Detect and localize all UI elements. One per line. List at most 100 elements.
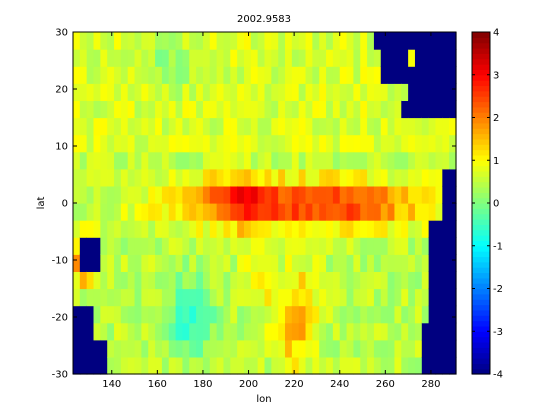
heatmap-cell xyxy=(264,32,272,50)
heatmap-cell xyxy=(114,185,122,204)
heatmap-cell xyxy=(401,185,409,204)
heatmap-cell xyxy=(127,151,136,170)
heatmap-cell xyxy=(93,288,101,307)
heatmap-cell xyxy=(237,288,245,307)
heatmap-cell xyxy=(114,271,122,290)
heatmap-cell xyxy=(271,49,279,67)
heatmap-cell xyxy=(449,151,457,170)
heatmap-cell xyxy=(271,271,279,290)
heatmap-cell xyxy=(257,134,266,153)
heatmap-cell xyxy=(312,254,320,272)
colorbar-step xyxy=(472,267,490,274)
heatmap-cell xyxy=(278,151,286,170)
heatmap-cell xyxy=(298,254,307,272)
heatmap-cell xyxy=(421,134,430,153)
heatmap-cell xyxy=(414,168,423,187)
heatmap-cell xyxy=(161,168,170,187)
heatmap-cell xyxy=(319,305,327,324)
heatmap-cell xyxy=(175,288,184,307)
heatmap-cell xyxy=(182,237,190,255)
heatmap-cell xyxy=(339,220,348,238)
heatmap-cell xyxy=(257,271,266,290)
heatmap-cell xyxy=(332,237,341,255)
heatmap-cell xyxy=(161,100,170,119)
heatmap-cell xyxy=(312,151,320,170)
heatmap-cell xyxy=(100,271,108,290)
heatmap-cell xyxy=(360,151,368,170)
heatmap-cell xyxy=(291,203,300,221)
heatmap-cell xyxy=(93,168,101,187)
heatmap-cell xyxy=(107,237,115,255)
heatmap-cell xyxy=(114,339,122,358)
heatmap-cell xyxy=(120,254,129,272)
heatmap-cell xyxy=(243,100,252,119)
heatmap-cell xyxy=(161,32,170,50)
heatmap-cell xyxy=(189,185,197,204)
heatmap-cell xyxy=(161,288,170,307)
heatmap-cell xyxy=(319,83,327,101)
heatmap-cell xyxy=(278,168,286,187)
colorbar-step xyxy=(472,331,490,338)
heatmap-cell xyxy=(79,100,88,119)
heatmap-cell xyxy=(196,185,204,204)
heatmap-cell xyxy=(230,288,238,307)
colorbar-step xyxy=(472,149,490,156)
x-tick-label: 140 xyxy=(102,379,121,390)
heatmap-cell xyxy=(216,322,225,341)
heatmap-cell xyxy=(312,134,320,153)
heatmap-cell xyxy=(73,288,81,307)
heatmap-cell xyxy=(435,288,443,307)
heatmap-cell xyxy=(428,83,437,101)
heatmap-cell xyxy=(408,288,416,307)
heatmap-cell xyxy=(230,151,238,170)
heatmap-cell xyxy=(141,237,149,255)
heatmap-cell xyxy=(442,32,450,50)
heatmap-cell xyxy=(161,134,170,153)
heatmap-cell xyxy=(264,237,272,255)
heatmap-cell xyxy=(428,271,437,290)
heatmap-cell xyxy=(182,100,190,119)
heatmap-cell xyxy=(257,254,266,272)
heatmap-cell xyxy=(380,66,389,84)
heatmap-cell xyxy=(414,339,423,358)
heatmap-cell xyxy=(86,134,95,153)
heatmap-cell xyxy=(73,168,81,187)
heatmap-cell xyxy=(401,322,409,341)
heatmap-cell xyxy=(367,32,375,50)
heatmap-cell xyxy=(360,32,368,50)
heatmap-cell xyxy=(428,288,437,307)
heatmap-cell xyxy=(353,100,361,119)
heatmap-cell xyxy=(278,32,286,50)
heatmap-cell xyxy=(120,220,129,238)
heatmap-cell xyxy=(257,168,266,187)
heatmap-cell xyxy=(387,32,396,50)
heatmap-cell xyxy=(134,288,142,307)
colorbar-step xyxy=(472,128,490,135)
heatmap-cell xyxy=(373,66,382,84)
colorbar-step xyxy=(472,37,490,44)
heatmap-cell xyxy=(312,322,320,341)
heatmap-cell xyxy=(264,339,272,358)
colorbar-step xyxy=(472,357,490,364)
heatmap-cell xyxy=(421,237,430,255)
heatmap-cell xyxy=(291,32,300,50)
heatmap-cell xyxy=(114,237,122,255)
heatmap-cell xyxy=(230,66,238,84)
heatmap-cell xyxy=(408,271,416,290)
heatmap-cell xyxy=(250,168,259,187)
heatmap-cell xyxy=(332,322,341,341)
heatmap-cell xyxy=(175,66,184,84)
heatmap-cell xyxy=(148,100,156,119)
heatmap-cell xyxy=(271,151,279,170)
heatmap-cell xyxy=(161,117,170,136)
heatmap-cell xyxy=(250,66,259,84)
heatmap-cell xyxy=(216,305,225,324)
heatmap-cell xyxy=(421,203,430,221)
heatmap-cell xyxy=(346,83,355,101)
heatmap-cell xyxy=(127,254,136,272)
heatmap-cell xyxy=(93,32,101,50)
heatmap-cell xyxy=(353,237,361,255)
heatmap-cell xyxy=(209,356,218,375)
heatmap-cell xyxy=(86,322,95,341)
heatmap-cell xyxy=(196,151,204,170)
